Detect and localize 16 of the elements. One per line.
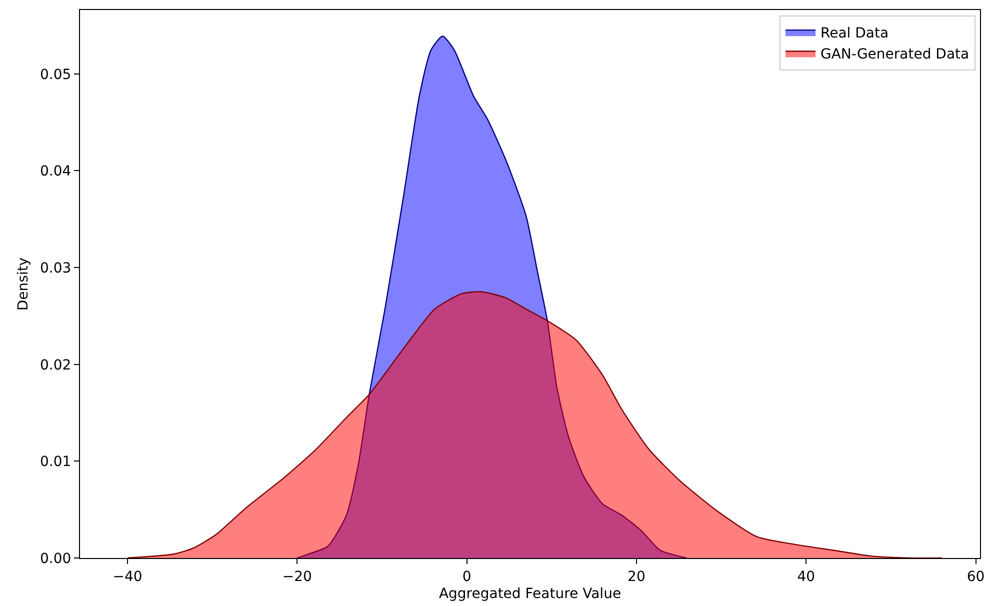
- y-tick-label: 0.03: [40, 260, 72, 276]
- x-tick-label: 40: [797, 568, 816, 585]
- y-tick-label: 0.01: [40, 454, 72, 470]
- x-tick-label: −20: [282, 568, 312, 585]
- y-tick-label: 0.04: [40, 164, 72, 180]
- x-tick-label: 0: [462, 568, 472, 585]
- y-tick-label: 0.05: [40, 66, 72, 83]
- legend-label: GAN-Generated Data: [820, 46, 970, 63]
- y-tick-label: 0.00: [40, 550, 72, 567]
- x-tick-label: 60: [966, 568, 985, 585]
- legend-label: Real Data: [820, 26, 889, 42]
- x-axis-title: Aggregated Feature Value: [438, 586, 622, 602]
- y-tick-label: 0.02: [40, 357, 72, 374]
- x-tick-label: 20: [628, 568, 646, 585]
- y-axis-title: Density: [16, 257, 32, 311]
- x-tick-label: −40: [112, 568, 142, 585]
